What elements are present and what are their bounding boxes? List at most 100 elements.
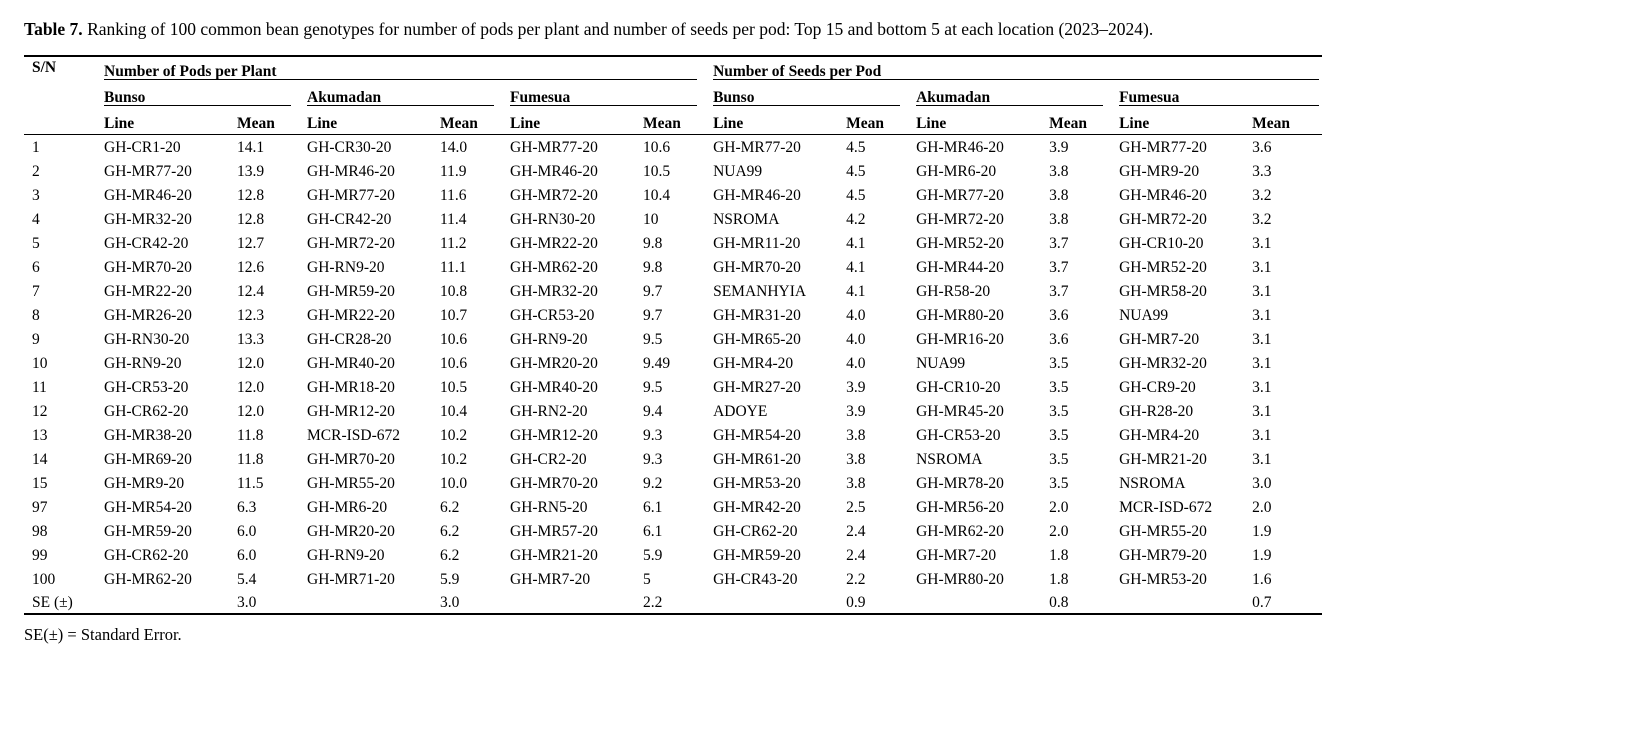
table-row: 1 GH-CR1-20 14.1 GH-CR30-20 14.0 GH-MR77-20 10…	[24, 134, 1322, 158]
table-row: 100 GH-MR62-20 5.4 GH-MR71-20 5.9 GH-MR7-20 5 G…	[24, 566, 1322, 590]
mean-cell: 4.0	[846, 307, 866, 325]
mean-cell: 9.3	[643, 451, 663, 469]
mean-cell: 10	[643, 211, 659, 229]
line-cell: GH-CR9-20	[1119, 379, 1196, 397]
line-cell: GH-MR4-20	[1119, 427, 1200, 445]
mean-cell: 9.4	[643, 403, 663, 421]
line-cell: GH-MR72-20	[1119, 211, 1207, 229]
mean-cell: 1.8	[1049, 547, 1069, 565]
line-cell: GH-CR30-20	[307, 139, 392, 157]
sn-cell: 100	[32, 571, 56, 589]
line-cell: NUA99	[1119, 307, 1169, 325]
line-cell: GH-CR2-20	[510, 451, 587, 469]
mean-cell: 3.5	[1049, 403, 1069, 421]
table-row: 11 GH-CR53-20 12.0 GH-MR18-20 10.5 GH-MR40-20…	[24, 374, 1322, 398]
sn-cell: 12	[32, 403, 48, 421]
line-cell: MCR-ISD-672	[307, 427, 401, 445]
line-cell: GH-MR45-20	[916, 403, 1004, 421]
sn-cell: 10	[32, 355, 48, 373]
table-row: 12 GH-CR62-20 12.0 GH-MR12-20 10.4 GH-RN2-20 9…	[24, 398, 1322, 422]
mean-cell: 3.0	[237, 594, 257, 612]
mean-cell: 13.3	[237, 331, 265, 349]
line-cell: GH-MR61-20	[713, 451, 801, 469]
mean-cell: 5.9	[440, 571, 460, 589]
mean-cell: 3.8	[846, 427, 866, 445]
line-cell: GH-MR6-20	[307, 499, 388, 517]
table-row: 4 GH-MR32-20 12.8 GH-CR42-20 11.4 GH-RN30-20 1…	[24, 206, 1322, 230]
sn-cell: 8	[32, 307, 40, 325]
line-cell: GH-RN9-20	[510, 331, 588, 349]
line-cell: GH-MR71-20	[307, 571, 395, 589]
line-cell: GH-MR6-20	[916, 163, 997, 181]
mean-cell: 9.7	[643, 283, 663, 301]
line-cell: GH-MR54-20	[713, 427, 801, 445]
line-cell: GH-CR10-20	[1119, 235, 1204, 253]
line-cell: GH-MR80-20	[916, 571, 1004, 589]
line-cell: GH-MR46-20	[713, 187, 801, 205]
line-cell: GH-CR1-20	[104, 139, 181, 157]
mean-cell: 3.8	[1049, 163, 1069, 181]
line-cell: GH-MR77-20	[510, 139, 598, 157]
mean-cell: 4.0	[846, 331, 866, 349]
line-cell: GH-MR53-20	[1119, 571, 1207, 589]
line-cell: GH-MR80-20	[916, 307, 1004, 325]
mean-cell: 3.2	[1252, 187, 1272, 205]
mean-cell: 3.9	[846, 403, 866, 421]
line-cell: GH-MR53-20	[713, 475, 801, 493]
mean-cell: 10.5	[643, 163, 671, 181]
line-cell: GH-MR21-20	[510, 547, 598, 565]
mean-cell: 9.2	[643, 475, 663, 493]
mean-cell: 10.5	[440, 379, 468, 397]
mean-cell: 10.2	[440, 427, 468, 445]
line-cell: GH-MR22-20	[104, 283, 192, 301]
mean-cell: 12.8	[237, 211, 265, 229]
mean-cell: 3.6	[1049, 331, 1069, 349]
group-header-pods: Number of Pods per Plant	[104, 56, 713, 82]
line-cell: GH-MR77-20	[307, 187, 395, 205]
table-row: 8 GH-MR26-20 12.3 GH-MR22-20 10.7 GH-CR53-20 9…	[24, 302, 1322, 326]
mean-cell: 10.6	[440, 355, 468, 373]
mean-cell: 0.7	[1252, 594, 1272, 612]
mean-cell: 1.6	[1252, 571, 1272, 589]
mean-cell: 2.2	[643, 594, 663, 612]
line-cell: GH-MR26-20	[104, 307, 192, 325]
mean-cell: 11.8	[237, 427, 264, 445]
line-cell: GH-MR44-20	[916, 259, 1004, 277]
mean-cell: 3.9	[1049, 139, 1069, 157]
mean-cell: 3.1	[1252, 427, 1272, 445]
mean-cell: 2.0	[1049, 523, 1069, 541]
col-header-line: Line	[104, 108, 237, 135]
mean-cell: 12.0	[237, 379, 265, 397]
line-cell: NSROMA	[1119, 475, 1186, 493]
sn-cell: 9	[32, 331, 40, 349]
mean-cell: 2.4	[846, 547, 866, 565]
mean-cell: 6.0	[237, 523, 257, 541]
mean-cell: 12.4	[237, 283, 265, 301]
sn-cell: 2	[32, 163, 40, 181]
line-cell: GH-MR79-20	[1119, 547, 1207, 565]
mean-cell: 9.49	[643, 355, 671, 373]
line-cell: GH-CR62-20	[104, 403, 189, 421]
sn-cell: 13	[32, 427, 48, 445]
location-header-row: Bunso Akumadan Fumesua Bunso Akumadan Fu…	[24, 82, 1322, 108]
mean-cell: 9.3	[643, 427, 663, 445]
mean-cell: 10.8	[440, 283, 468, 301]
line-cell: GH-MR59-20	[713, 547, 801, 565]
mean-cell: 3.1	[1252, 379, 1272, 397]
mean-cell: 5	[643, 571, 651, 589]
mean-cell: 3.5	[1049, 451, 1069, 469]
group-header-row: S/N Number of Pods per Plant Number of S…	[24, 56, 1322, 135]
caption-text: Ranking of 100 common bean genotypes for…	[82, 19, 1154, 39]
line-cell	[916, 590, 1049, 614]
mean-cell: 11.1	[440, 259, 467, 277]
table-row: 15 GH-MR9-20 11.5 GH-MR55-20 10.0 GH-MR70-20 9…	[24, 470, 1322, 494]
mean-cell: 3.5	[1049, 475, 1069, 493]
line-cell: GH-MR65-20	[713, 331, 801, 349]
mean-cell: 1.9	[1252, 547, 1272, 565]
line-cell: SEMANHYIA	[713, 283, 807, 301]
mean-cell: 6.3	[237, 499, 257, 517]
line-cell: MCR-ISD-672	[1119, 499, 1213, 517]
line-cell: GH-RN2-20	[510, 403, 588, 421]
line-cell: GH-MR32-20	[104, 211, 192, 229]
line-cell: GH-MR70-20	[104, 259, 192, 277]
